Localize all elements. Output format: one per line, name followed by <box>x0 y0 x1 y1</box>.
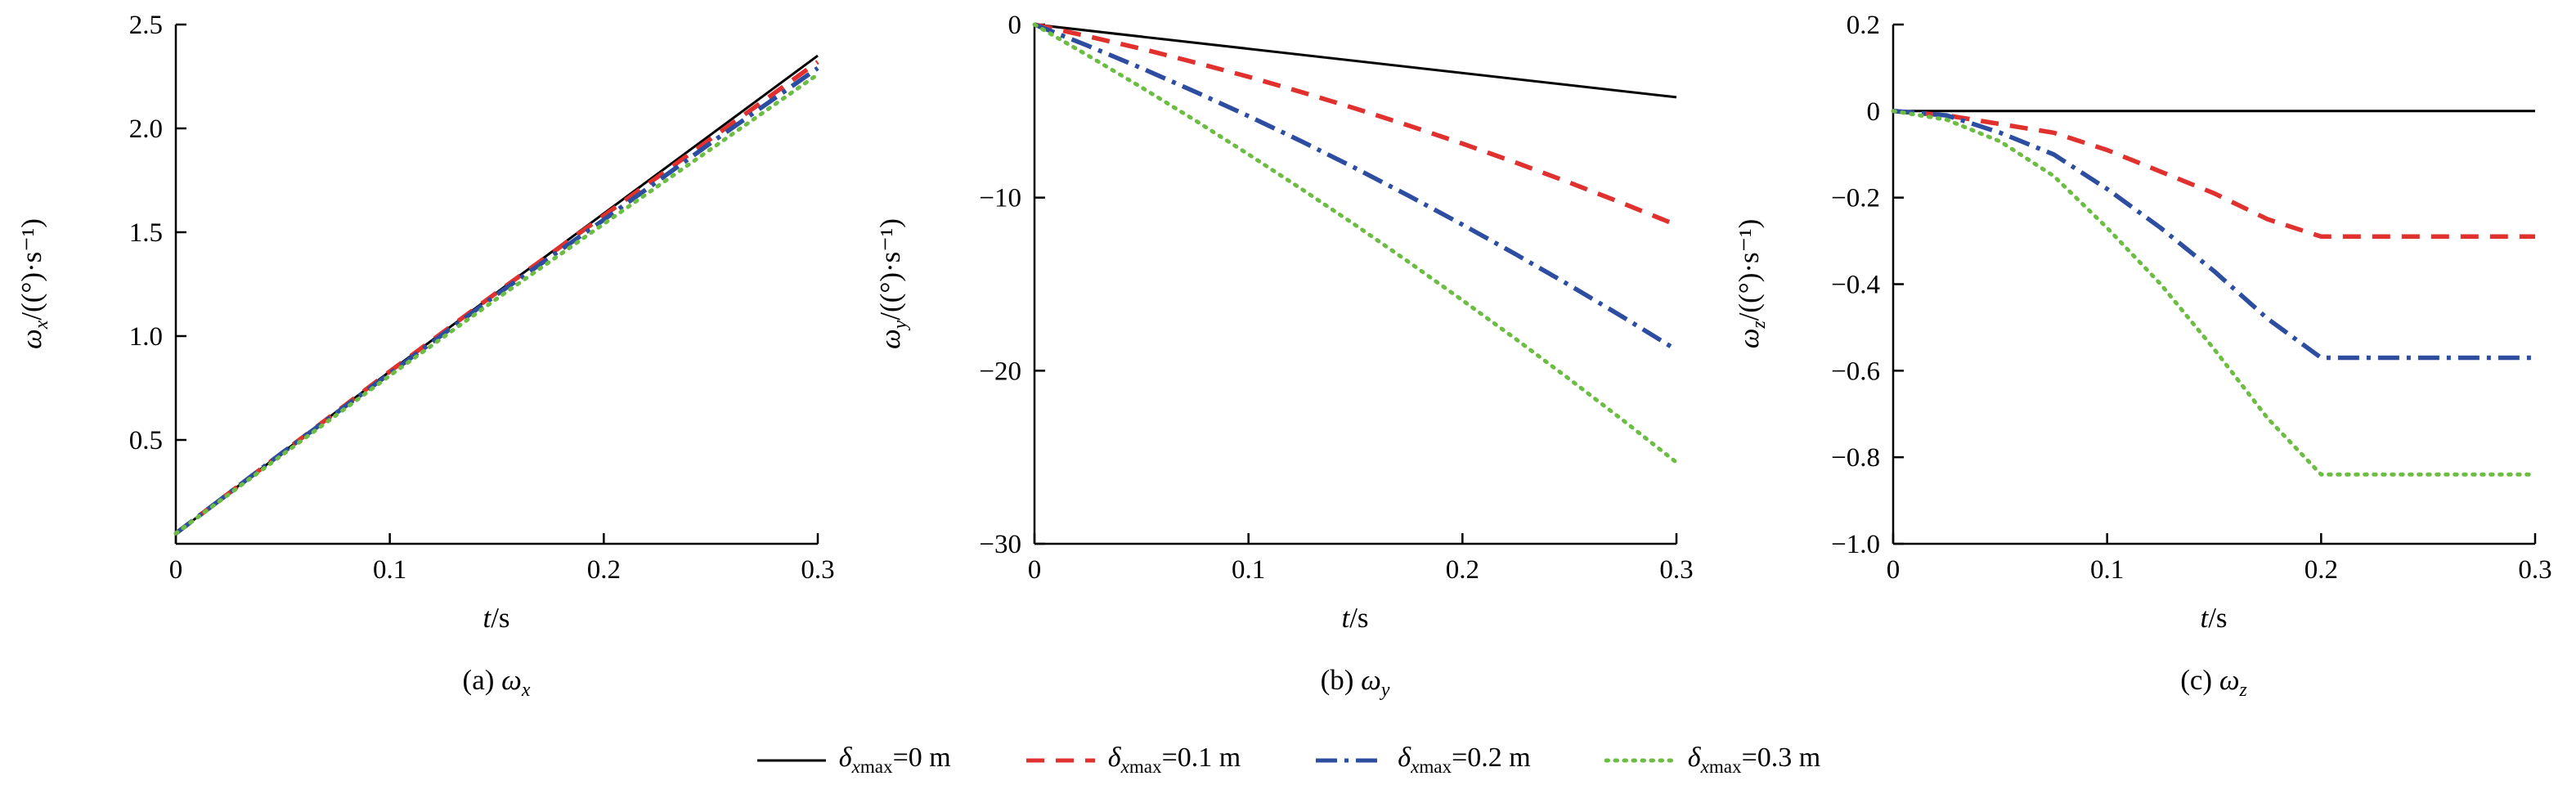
xlabel-symbol: t <box>2200 602 2209 634</box>
plot-omega-z: 0 0.1 0.2 0.3 0.2 0 −0.2 −0.4 −0.6 −0.8 −1.0 <box>1831 11 2552 585</box>
chart-omega-y: 0 0.1 0.2 0.3 0 −10 −20 −30 ωy/((°)·s⁻¹) t/s (b… <box>859 0 1717 702</box>
svg-text:0: 0 <box>1867 97 1881 127</box>
y-axis-label-omega-z: ωz/((°)·s⁻¹) <box>1733 219 1770 349</box>
plot-omega-x: 0 0.1 0.2 0.3 0.5 1.0 1.5 2.0 2.5 <box>129 11 835 585</box>
y-axis-label-omega-y: ωy/((°)·s⁻¹) <box>874 218 912 349</box>
legend-label: δxmax=0.2 m <box>1398 742 1531 778</box>
legend-subscript: xmax <box>851 756 893 778</box>
legend-value: =0.2 m <box>1452 742 1531 773</box>
x-axis-label: t/s <box>1717 602 2576 635</box>
svg-text:0.2: 0.2 <box>1847 11 1880 40</box>
caption-symbol: ω <box>2219 664 2240 696</box>
ylabel-subscript: z <box>1748 321 1770 329</box>
ylabel-units: /((°)·s⁻¹) <box>1733 218 1765 321</box>
svg-text:1.5: 1.5 <box>129 218 163 248</box>
svg-text:0: 0 <box>1008 11 1022 40</box>
svg-text:0: 0 <box>1887 555 1901 585</box>
svg-text:2.0: 2.0 <box>129 114 163 144</box>
legend-symbol: δ <box>1107 742 1121 773</box>
svg-text:0.2: 0.2 <box>2304 555 2338 585</box>
ylabel-symbol: ω <box>1733 328 1765 349</box>
legend-item-dxmax-0: δxmax=0 m <box>756 742 951 778</box>
x-axis-label: t/s <box>0 602 859 635</box>
xlabel-units: /s <box>2208 602 2228 634</box>
legend-value: =0 m <box>892 742 951 773</box>
subplot-caption-c: (c) ωz <box>1717 664 2576 702</box>
svg-text:0.1: 0.1 <box>373 555 406 585</box>
xlabel-symbol: t <box>482 602 491 634</box>
legend-label: δxmax=0.3 m <box>1688 742 1821 778</box>
legend-marker-solid-line <box>756 759 826 762</box>
svg-text:0.2: 0.2 <box>587 555 621 585</box>
legend-symbol: δ <box>1687 742 1701 773</box>
ylabel-units: /((°)·s⁻¹) <box>16 218 47 321</box>
ylabel-subscript: y <box>890 320 911 330</box>
legend-symbol: δ <box>838 742 852 773</box>
legend-marker-dashdot-line <box>1316 758 1385 763</box>
svg-text:−20: −20 <box>979 357 1021 386</box>
legend-item-dxmax-0p1: δxmax=0.1 m <box>1025 742 1241 778</box>
chart-omega-x: 0 0.1 0.2 0.3 0.5 1.0 1.5 2.0 2.5 ωx/((°)·s⁻¹) t… <box>0 0 859 702</box>
svg-text:0.3: 0.3 <box>1659 555 1693 585</box>
svg-text:0.1: 0.1 <box>2090 555 2124 585</box>
ylabel-symbol: ω <box>16 329 47 349</box>
caption-prefix: (a) <box>462 664 502 696</box>
ylabel-symbol: ω <box>874 329 906 349</box>
caption-prefix: (c) <box>2180 664 2219 696</box>
legend-marker-dashed-line <box>1025 758 1095 763</box>
legend-symbol: δ <box>1398 742 1411 773</box>
legend-value: =0.3 m <box>1741 742 1821 773</box>
caption-subscript: x <box>521 680 531 701</box>
svg-text:0.3: 0.3 <box>801 555 834 585</box>
ylabel-subscript: x <box>31 320 52 330</box>
xlabel-units: /s <box>1349 602 1369 634</box>
legend-label: δxmax=0 m <box>839 742 951 778</box>
ylabel-units: /((°)·s⁻¹) <box>874 218 906 321</box>
svg-text:0.1: 0.1 <box>1232 555 1265 585</box>
legend-label: δxmax=0.1 m <box>1108 742 1241 778</box>
svg-text:0: 0 <box>1028 555 1042 585</box>
xlabel-units: /s <box>491 602 510 634</box>
xlabel-symbol: t <box>1341 602 1350 634</box>
legend-subscript: xmax <box>1411 756 1452 778</box>
plot-omega-y: 0 0.1 0.2 0.3 0 −10 −20 −30 <box>979 11 1693 585</box>
x-axis-label: t/s <box>859 602 1717 635</box>
subplot-caption-b: (b) ωy <box>859 664 1717 702</box>
subplot-caption-a: (a) ωx <box>0 664 859 702</box>
svg-text:−0.4: −0.4 <box>1831 271 1880 300</box>
legend-item-dxmax-0p3: δxmax=0.3 m <box>1604 742 1821 778</box>
svg-text:0.5: 0.5 <box>129 426 163 455</box>
legend-subscript: xmax <box>1700 756 1742 778</box>
caption-symbol: ω <box>1361 664 1381 696</box>
svg-text:−0.2: −0.2 <box>1831 184 1880 213</box>
caption-subscript: y <box>1380 680 1390 701</box>
y-axis-label-omega-x: ωx/((°)·s⁻¹) <box>16 218 53 349</box>
legend-marker-dotted-line <box>1604 758 1676 763</box>
svg-text:−30: −30 <box>979 530 1021 559</box>
caption-subscript: z <box>2239 680 2247 701</box>
caption-prefix: (b) <box>1320 664 1362 696</box>
legend: δxmax=0 m δxmax=0.1 m δxmax=0.2 m δxmax=… <box>0 742 2576 778</box>
chart-omega-z: 0 0.1 0.2 0.3 0.2 0 −0.2 −0.4 −0.6 −0.8 −1.0 ωz/((… <box>1717 0 2576 702</box>
svg-text:−1.0: −1.0 <box>1831 530 1880 559</box>
svg-text:0.3: 0.3 <box>2518 555 2551 585</box>
caption-symbol: ω <box>501 664 522 696</box>
legend-value: =0.1 m <box>1161 742 1241 773</box>
legend-subscript: xmax <box>1120 756 1162 778</box>
svg-text:−0.6: −0.6 <box>1831 357 1880 386</box>
svg-text:−0.8: −0.8 <box>1831 443 1880 473</box>
svg-text:0: 0 <box>169 555 183 585</box>
svg-text:2.5: 2.5 <box>129 11 163 40</box>
svg-text:−10: −10 <box>979 184 1021 213</box>
svg-text:1.0: 1.0 <box>129 322 163 352</box>
svg-text:0.2: 0.2 <box>1446 555 1479 585</box>
charts-row: 0 0.1 0.2 0.3 0.5 1.0 1.5 2.0 2.5 ωx/((°)·s⁻¹) t… <box>0 0 2576 702</box>
legend-item-dxmax-0p2: δxmax=0.2 m <box>1314 742 1531 778</box>
